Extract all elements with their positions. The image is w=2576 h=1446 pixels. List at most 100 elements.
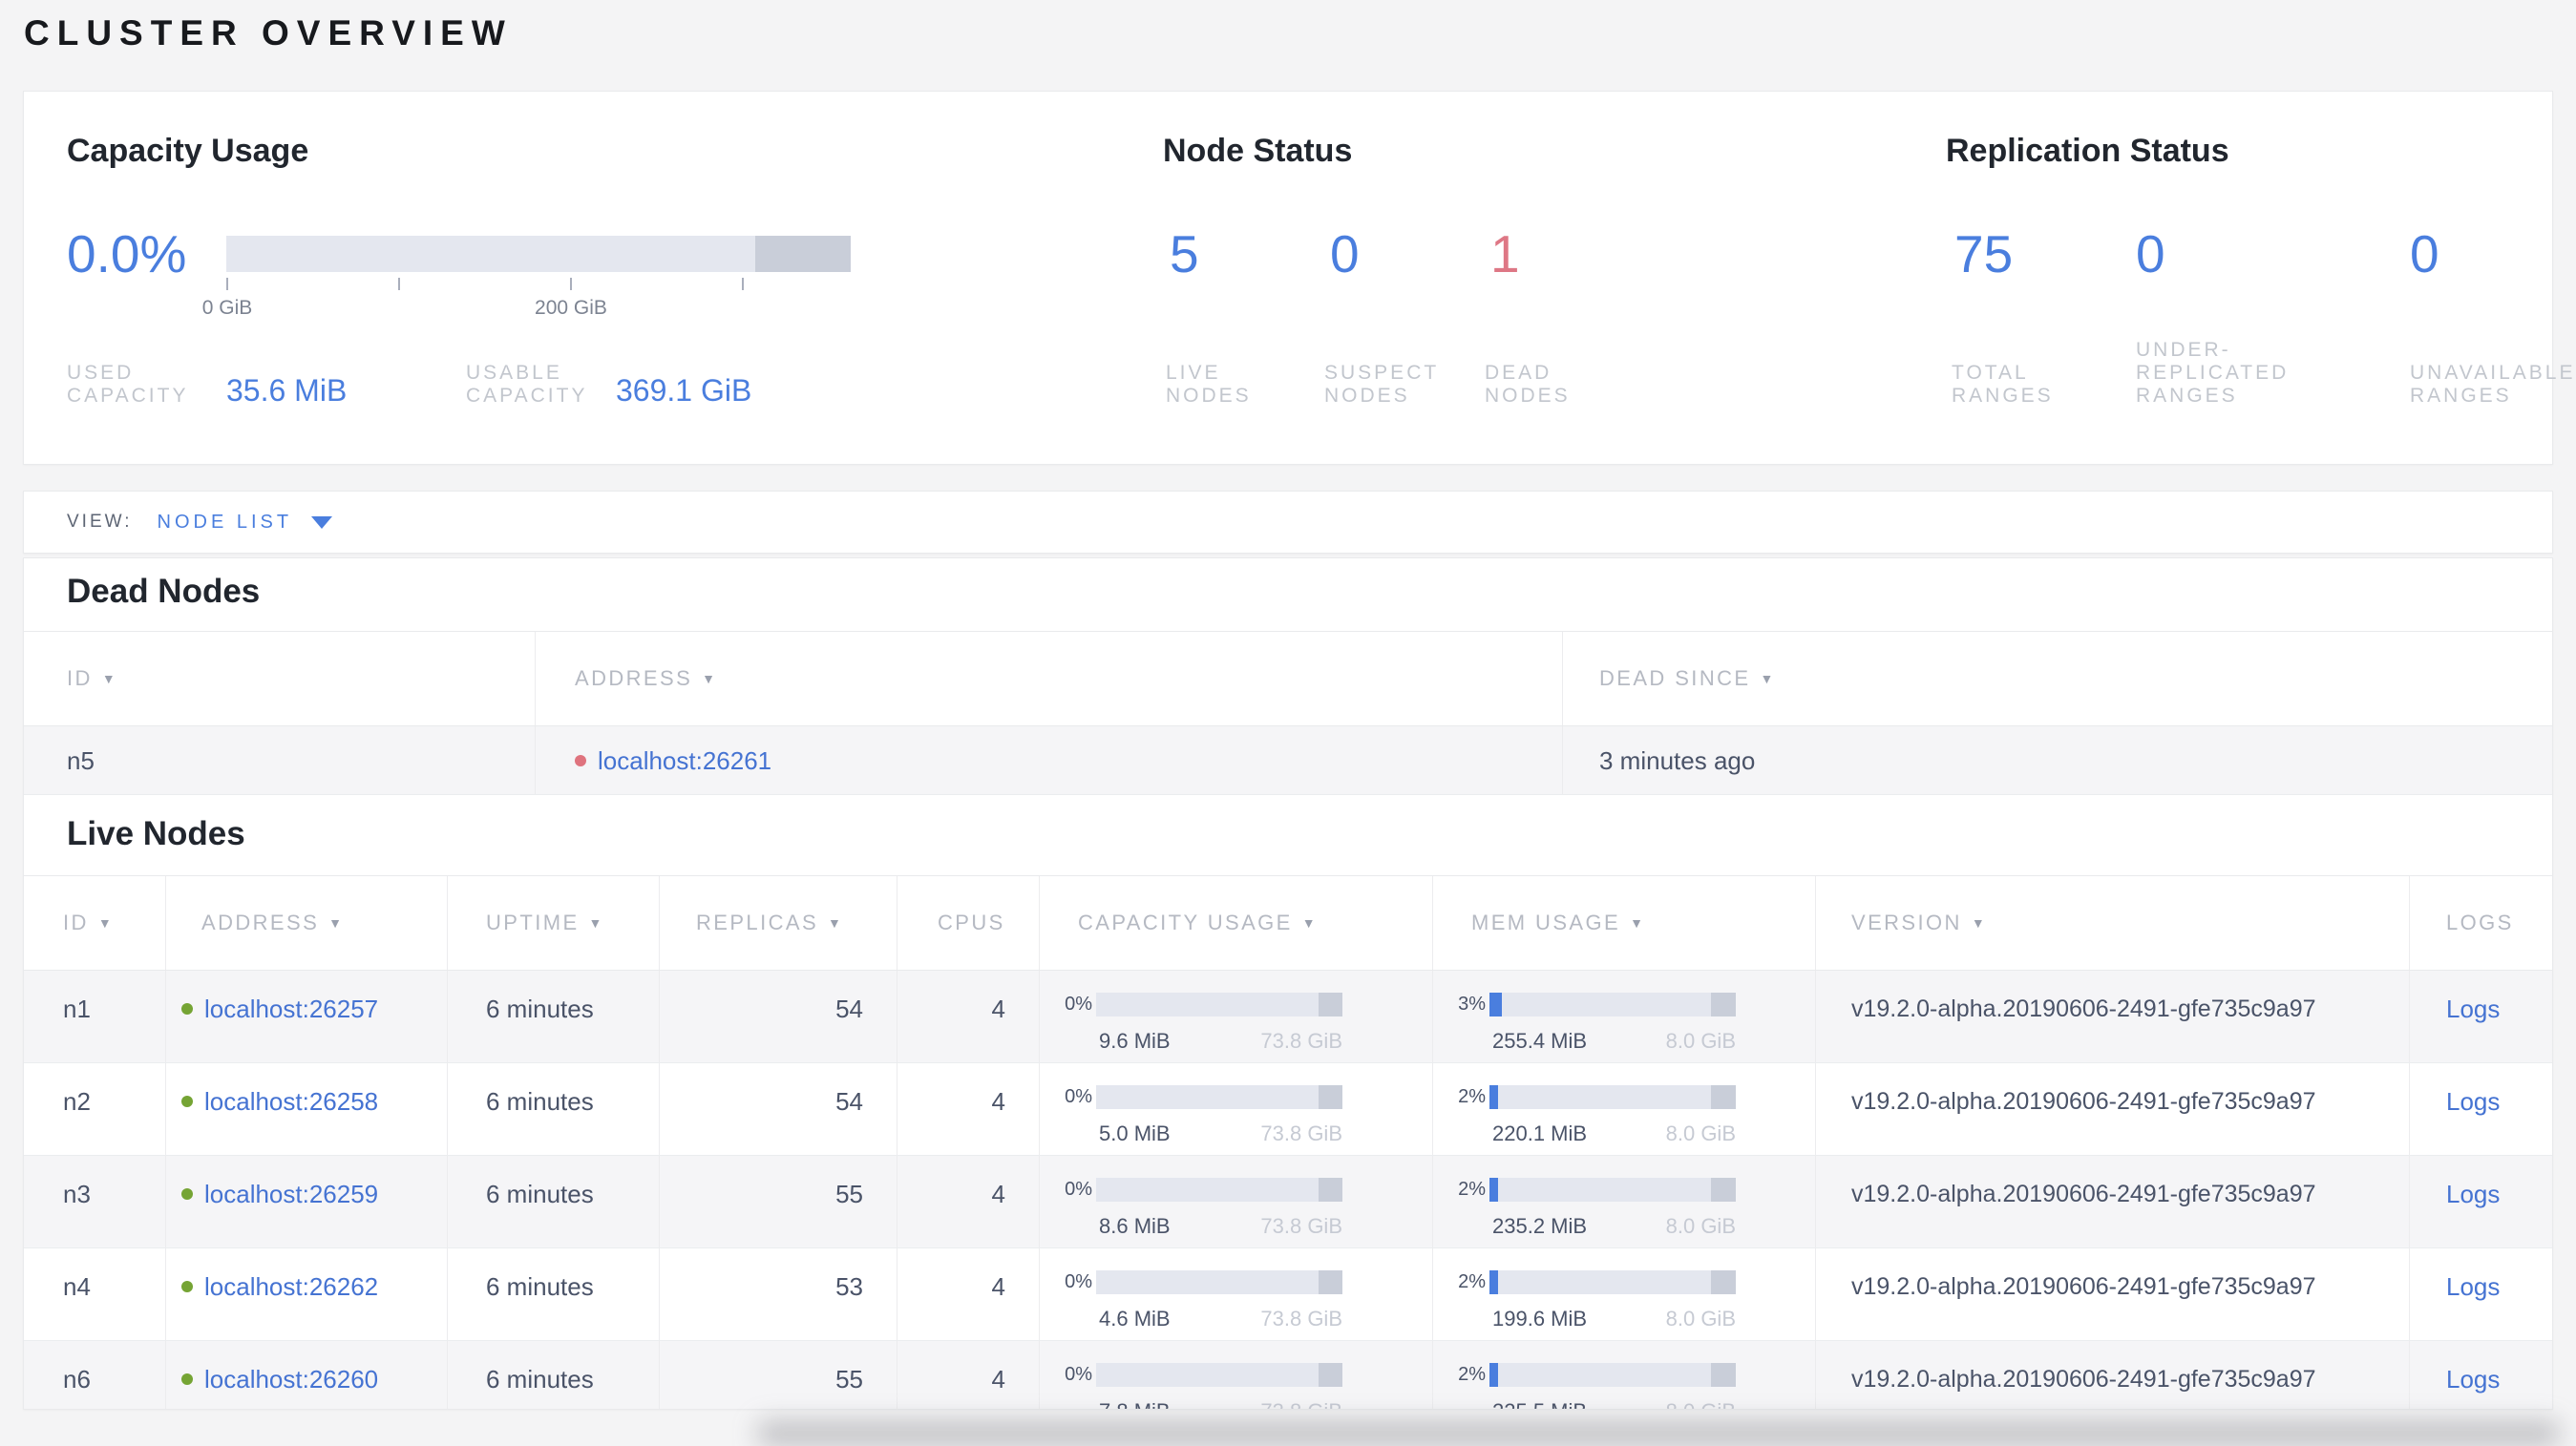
node-address-link[interactable]: localhost:26258 <box>204 1087 379 1116</box>
version-cell: v19.2.0-alpha.20190606-2491-gfe735c9a97 <box>1815 1248 2409 1340</box>
capacity-bar-other-segment <box>754 236 851 272</box>
cpus-cell: 4 <box>897 971 1039 1062</box>
mem-usage-cell: 3% 255.4 MiB 8.0 GiB <box>1432 971 1815 1062</box>
replicas-cell: 54 <box>659 971 897 1062</box>
capacity-used-value: 7.8 MiB <box>1099 1397 1171 1409</box>
dead-nodes-count: 1 <box>1490 224 1520 283</box>
column-header[interactable]: LOGS <box>2409 876 2552 970</box>
column-header[interactable]: ADDRESS ▼ <box>535 632 1562 725</box>
usage-bar-fill <box>1489 992 1502 1016</box>
sort-icon: ▼ <box>588 915 604 931</box>
mem-usage-bar <box>1489 1084 1736 1109</box>
column-header[interactable]: CPUS <box>897 876 1039 970</box>
mem-percent-label: 3% <box>1458 994 1486 1015</box>
mem-total-value: 8.0 GiB <box>1665 1121 1736 1145</box>
replicas-cell: 53 <box>659 1248 897 1340</box>
sort-icon: ▼ <box>97 915 115 931</box>
logs-link[interactable]: Logs <box>2446 1180 2501 1208</box>
capacity-percent-label: 0% <box>1065 1364 1092 1385</box>
logs-link[interactable]: Logs <box>2446 1272 2501 1301</box>
live-status-dot-icon <box>181 1373 193 1385</box>
node-id: n5 <box>67 745 95 775</box>
table-row: n2 localhost:26258 6 minutes 54 4 0% <box>24 1063 2552 1156</box>
mem-usage-cell: 2% 199.6 MiB 8.0 GiB <box>1432 1248 1815 1340</box>
view-selector[interactable]: NODE LIST <box>158 512 333 534</box>
node-id: n2 <box>63 1087 91 1116</box>
mem-used-value: 199.6 MiB <box>1492 1307 1588 1331</box>
usage-bar-other-segment <box>1711 1362 1736 1387</box>
usage-bar-other-segment <box>1318 1269 1342 1294</box>
axis-tick <box>570 278 572 290</box>
mem-used-value: 235.2 MiB <box>1492 1214 1588 1238</box>
mem-used-value: 255.4 MiB <box>1492 1029 1588 1053</box>
live-status-dot-icon <box>181 1096 193 1107</box>
capacity-percent-label: 0% <box>1065 1179 1092 1200</box>
live-nodes-label: LIVE NODES <box>1166 362 1252 407</box>
node-address-cell: localhost:26258 <box>165 1063 447 1155</box>
mem-percent-label: 2% <box>1458 1179 1486 1200</box>
usage-bar-other-segment <box>1711 1177 1736 1202</box>
capacity-total-value: 73.8 GiB <box>1260 1121 1342 1145</box>
mem-usage-bar <box>1489 1177 1736 1202</box>
capacity-total-value: 73.8 GiB <box>1260 1214 1342 1238</box>
sort-icon: ▼ <box>828 915 844 931</box>
logs-link[interactable]: Logs <box>2446 1087 2501 1116</box>
suspect-nodes-label: SUSPECT NODES <box>1324 362 1440 407</box>
mem-usage-cell: 2% 225.5 MiB 8.0 GiB <box>1432 1341 1815 1409</box>
mem-total-value: 8.0 GiB <box>1665 1029 1736 1053</box>
capacity-total-value: 73.8 GiB <box>1260 1029 1342 1053</box>
node-address-link[interactable]: localhost:26257 <box>204 995 379 1023</box>
column-header[interactable]: ADDRESS ▼ <box>165 876 447 970</box>
sort-icon: ▼ <box>1971 915 1988 931</box>
table-row: n3 localhost:26259 6 minutes 55 4 0% <box>24 1156 2552 1248</box>
logs-cell: Logs <box>2409 1248 2552 1340</box>
live-status-dot-icon <box>181 1188 193 1200</box>
column-header[interactable]: MEM USAGE ▼ <box>1432 876 1815 970</box>
live-nodes-table: ID ▼ ADDRESS ▼ UPTIME ▼ REPLICAS ▼ <box>24 875 2552 1409</box>
capacity-usage-cell: 0% 9.6 MiB 73.8 GiB <box>1039 971 1432 1062</box>
capacity-total-value: 73.8 GiB <box>1260 1307 1342 1331</box>
column-header[interactable]: ID ▼ <box>67 666 118 690</box>
version-cell: v19.2.0-alpha.20190606-2491-gfe735c9a97 <box>1815 971 2409 1062</box>
dead-nodes-label: DEAD NODES <box>1485 362 1571 407</box>
suspect-nodes-count: 0 <box>1330 224 1360 283</box>
column-header[interactable]: REPLICAS ▼ <box>659 876 897 970</box>
node-address-link[interactable]: localhost:26260 <box>204 1365 379 1394</box>
node-id: n4 <box>63 1272 91 1301</box>
axis-tick-label: 0 GiB <box>201 297 253 319</box>
live-nodes-heading: Live Nodes <box>67 815 245 852</box>
usage-bar-other-segment <box>1318 1177 1342 1202</box>
column-header[interactable]: DEAD SINCE ▼ <box>1562 632 2552 725</box>
axis-tick <box>226 278 228 290</box>
mem-used-value: 225.5 MiB <box>1492 1397 1587 1409</box>
dead-since: 3 minutes ago <box>1562 726 2552 794</box>
capacity-usage-bar <box>1096 1084 1342 1109</box>
logs-cell: Logs <box>2409 1341 2552 1409</box>
node-address-link[interactable]: localhost:26262 <box>204 1272 379 1301</box>
mem-total-value: 8.0 GiB <box>1665 1307 1736 1331</box>
column-header[interactable]: VERSION ▼ <box>1815 876 2409 970</box>
table-row: n1 localhost:26257 6 minutes 54 4 0% <box>24 971 2552 1063</box>
column-header[interactable]: CAPACITY USAGE ▼ <box>1039 876 1432 970</box>
page-title: CLUSTER OVERVIEW <box>24 13 513 52</box>
capacity-usage-cell: 0% 8.6 MiB 73.8 GiB <box>1039 1156 1432 1247</box>
capacity-usage-bar <box>1096 1362 1342 1387</box>
node-address-cell: localhost:26260 <box>165 1341 447 1409</box>
capacity-percent: 0.0% <box>67 224 187 283</box>
replicas-cell: 55 <box>659 1156 897 1247</box>
capacity-used-value: 5.0 MiB <box>1099 1121 1171 1145</box>
node-address-link[interactable]: localhost:26261 <box>598 745 772 775</box>
capacity-usage-bar <box>1096 1269 1342 1294</box>
replicas-cell: 55 <box>659 1341 897 1409</box>
logs-link[interactable]: Logs <box>2446 995 2501 1023</box>
node-address-link[interactable]: localhost:26259 <box>204 1180 379 1208</box>
summary-card: Capacity Usage 0.0% 0 GiB 200 GiB USED C… <box>23 91 2572 465</box>
table-row: n5 localhost:26261 3 minutes ago <box>24 726 2552 795</box>
mem-usage-bar <box>1489 1269 1736 1294</box>
column-header[interactable]: ID ▼ <box>63 911 115 934</box>
under-replicated-label: UNDER- REPLICATED RANGES <box>2136 339 2290 407</box>
column-header[interactable]: UPTIME ▼ <box>447 876 659 970</box>
used-capacity-value: 35.6 MiB <box>226 373 348 408</box>
logs-link[interactable]: Logs <box>2446 1365 2501 1394</box>
cpus-cell: 4 <box>897 1341 1039 1409</box>
